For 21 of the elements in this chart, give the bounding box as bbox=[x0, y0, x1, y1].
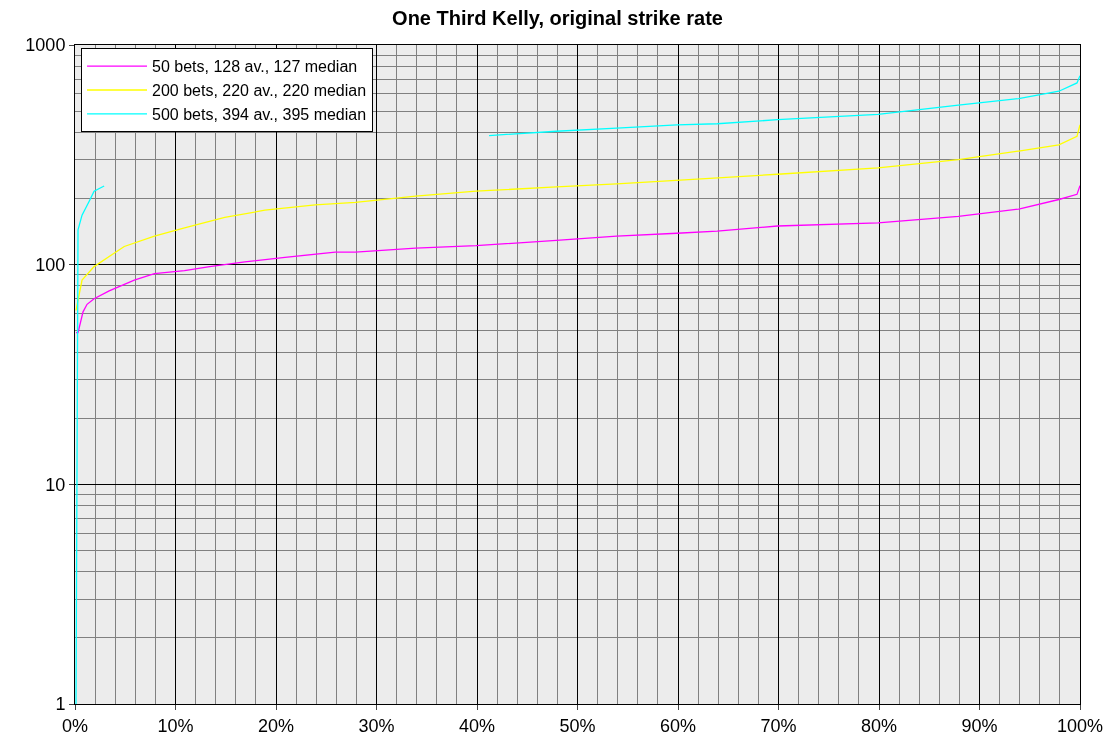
x-tick-label: 50% bbox=[559, 715, 596, 736]
y-tick-label: 1000 bbox=[25, 35, 66, 56]
x-tick-label: 90% bbox=[961, 715, 998, 736]
x-tick-label: 70% bbox=[760, 715, 797, 736]
y-tick-label: 100 bbox=[35, 254, 66, 275]
x-tick-label: 80% bbox=[860, 715, 898, 736]
line-series bbox=[75, 184, 1080, 334]
x-tick-label: 30% bbox=[358, 715, 395, 736]
legend-label: 200 bets, 220 av., 220 median bbox=[152, 82, 367, 100]
x-tick-label: 40% bbox=[458, 715, 496, 736]
line-series bbox=[75, 124, 1080, 311]
x-tick-label: 10% bbox=[157, 715, 194, 736]
y-tick-label: 10 bbox=[45, 474, 66, 495]
x-tick-label: 60% bbox=[659, 715, 697, 736]
x-tick-label: 100% bbox=[1056, 715, 1104, 736]
y-tick-label: 1 bbox=[55, 694, 66, 715]
x-tick-label: 0% bbox=[61, 715, 89, 736]
x-tick-label: 20% bbox=[257, 715, 295, 736]
legend-label: 50 bets, 128 av., 127 median bbox=[152, 58, 358, 76]
chart-title: One Third Kelly, original strike rate bbox=[392, 7, 723, 30]
legend-label: 500 bets, 394 av., 395 median bbox=[152, 106, 367, 124]
